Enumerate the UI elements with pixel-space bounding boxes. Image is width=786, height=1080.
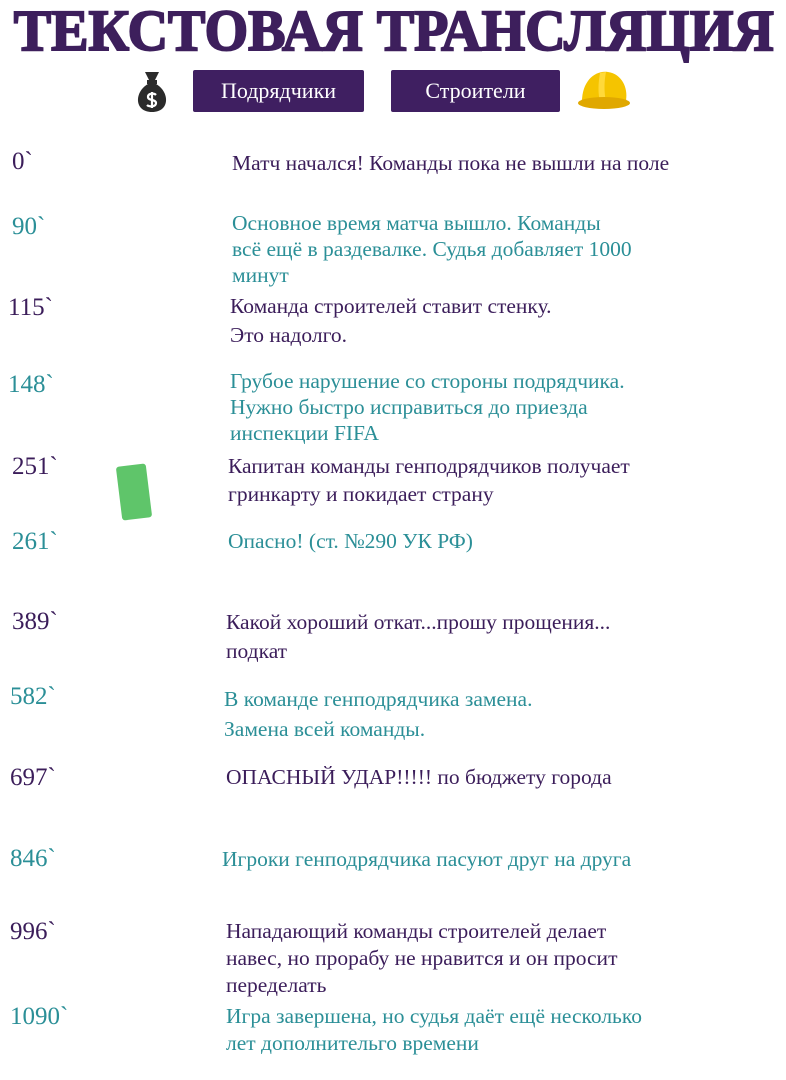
event-text: Основное время матча вышло. Команды всё … — [232, 211, 632, 287]
green-card-icon — [115, 463, 153, 521]
event-time: 0` — [12, 148, 33, 175]
event-text: ОПАСНЫЙ УДАР!!!!! по бюджету города — [226, 765, 612, 789]
event-text: Какой хороший откат...прошу прощения... … — [226, 610, 611, 663]
event-time: 582` — [10, 683, 56, 710]
event-text: Капитан команды генподрядчиков получает … — [228, 454, 630, 506]
page-title-wrap: ТЕКСТОВАЯ ТРАНСЛЯЦИЯ — [0, 0, 786, 63]
event-text: Грубое нарушение со стороны подрядчика. … — [230, 369, 625, 445]
event-time: 846` — [10, 845, 56, 872]
event-time: 251` — [12, 453, 58, 480]
team-button-builders[interactable]: Строители — [391, 70, 560, 112]
event-time: 1090` — [10, 1003, 69, 1030]
team-button-contractors[interactable]: Подрядчики — [193, 70, 364, 112]
event-time: 90` — [12, 213, 46, 240]
page-title: ТЕКСТОВАЯ ТРАНСЛЯЦИЯ — [13, 0, 775, 63]
event-time: 996` — [10, 918, 56, 945]
event-text: Игра завершена, но судья даёт ещё нескол… — [226, 1004, 642, 1055]
event-time: 148` — [8, 371, 54, 398]
event-text: В команде генподрядчика замена. Замена в… — [224, 687, 533, 741]
event-time: 261` — [12, 528, 58, 555]
event-text: Опасно! (ст. №290 УК РФ) — [228, 529, 473, 553]
event-time: 115` — [8, 294, 53, 321]
event-text: Матч начался! Команды пока не вышли на п… — [232, 151, 670, 175]
event-text: Нападающий команды строителей делает нав… — [226, 919, 618, 997]
event-time: 389` — [12, 608, 58, 635]
event-time: 697` — [10, 764, 56, 791]
event-text: Команда строителей ставит стенку. Это на… — [230, 294, 552, 347]
hard-hat-icon — [578, 71, 630, 109]
money-bag-icon — [137, 72, 167, 112]
event-text: Игроки генподрядчика пасуют друг на друг… — [222, 847, 632, 871]
